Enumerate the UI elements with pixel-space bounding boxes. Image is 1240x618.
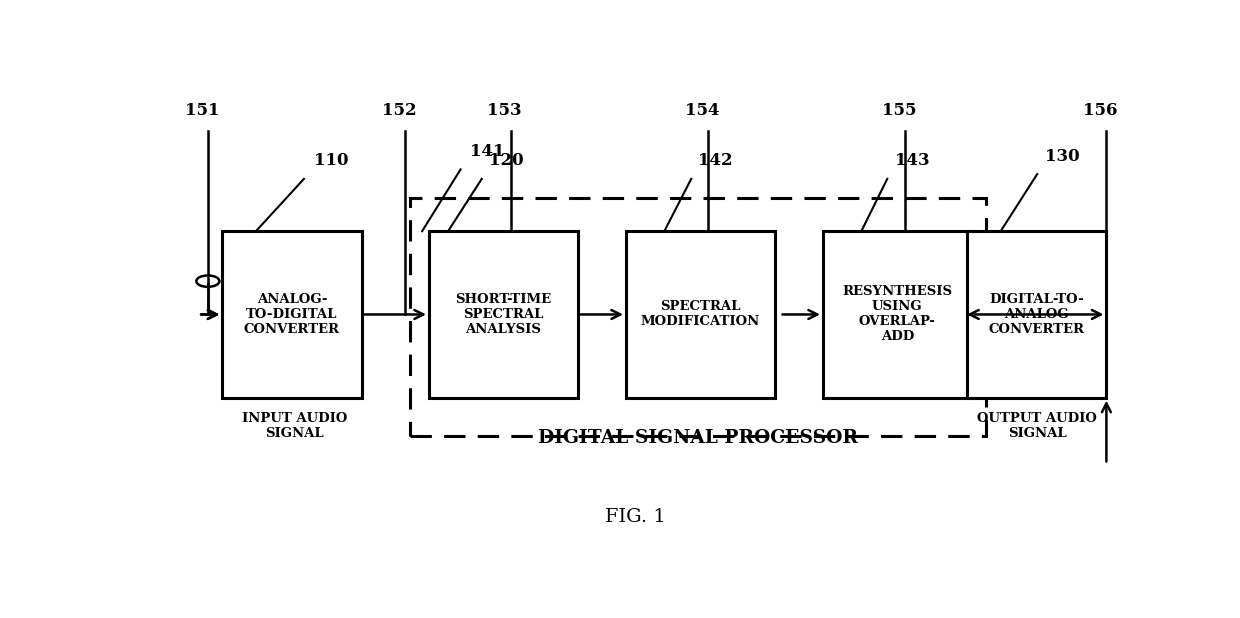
Text: 130: 130 [1045, 148, 1080, 164]
Text: 153: 153 [487, 103, 522, 119]
Text: 154: 154 [684, 103, 719, 119]
Text: FIG. 1: FIG. 1 [605, 508, 666, 526]
Bar [222, 231, 362, 398]
Text: ANALOG-
TO-DIGITAL
CONVERTER: ANALOG- TO-DIGITAL CONVERTER [244, 293, 340, 336]
Bar [429, 231, 578, 398]
Text: SHORT-TIME
SPECTRAL
ANALYSIS: SHORT-TIME SPECTRAL ANALYSIS [455, 293, 552, 336]
Text: 156: 156 [1084, 103, 1118, 119]
Text: DIGITAL SIGNAL PROCESSOR: DIGITAL SIGNAL PROCESSOR [538, 429, 858, 447]
Text: 141: 141 [470, 143, 505, 160]
Text: 142: 142 [698, 152, 733, 169]
Text: RESYNTHESIS
USING
OVERLAP-
ADD: RESYNTHESIS USING OVERLAP- ADD [842, 286, 952, 344]
Text: 120: 120 [490, 152, 525, 169]
Text: DIGITAL-TO-
ANALOG
CONVERTER: DIGITAL-TO- ANALOG CONVERTER [988, 293, 1085, 336]
Text: 155: 155 [882, 103, 916, 119]
Text: INPUT AUDIO
SIGNAL: INPUT AUDIO SIGNAL [242, 412, 347, 440]
Bar [823, 231, 972, 398]
Text: SPECTRAL
MODIFICATION: SPECTRAL MODIFICATION [641, 300, 760, 329]
Bar [967, 231, 1106, 398]
Text: 151: 151 [185, 103, 219, 119]
Text: 110: 110 [314, 152, 348, 169]
Text: 143: 143 [895, 152, 930, 169]
Text: OUTPUT AUDIO
SIGNAL: OUTPUT AUDIO SIGNAL [977, 412, 1097, 440]
Bar [626, 231, 775, 398]
Text: 152: 152 [382, 103, 417, 119]
